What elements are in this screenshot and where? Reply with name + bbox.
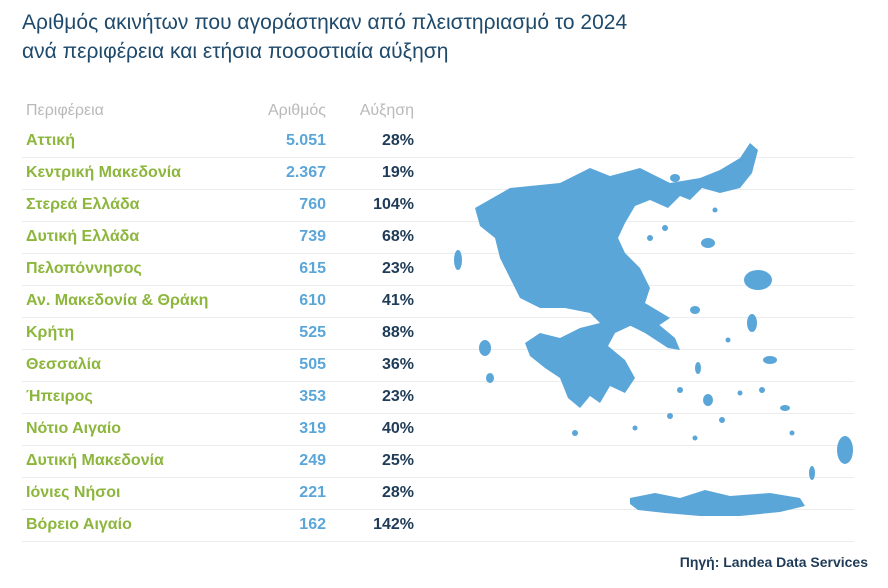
table-row: Αν. Μακεδονία & Θράκη 610 41% [22,286,854,318]
map-evia [610,298,680,350]
row-count: 525 [299,324,326,341]
row-growth: 25% [381,452,414,469]
map-islet [647,235,653,241]
map-islet [719,417,725,423]
map-kos [780,405,790,411]
row-region: Βόρειο Αιγαίο [26,516,132,533]
map-islet [737,390,743,396]
map-corfu [454,250,462,270]
row-count: 162 [299,516,326,533]
row-count: 615 [299,260,326,277]
table-row: Θεσσαλία 505 36% [22,350,854,382]
source-note: Πηγή: Landea Data Services [679,554,868,570]
table-row: Αττική 5.051 28% [22,126,854,158]
table-row: Πελοπόννησος 615 23% [22,254,854,286]
map-lesvos [744,270,772,290]
map-islet [662,225,668,231]
row-growth: 28% [381,484,414,501]
map-rhodes [837,436,853,464]
map-islet [677,387,683,393]
map-islet [759,387,765,393]
row-growth: 40% [381,420,414,437]
row-count: 2.367 [285,164,326,181]
row-growth: 23% [381,260,414,277]
map-islet [789,430,795,436]
row-count: 353 [299,388,326,405]
row-growth: 36% [381,356,414,373]
row-region: Ιόνιες Νήσοι [26,484,121,501]
table-row: Ιόνιες Νήσοι 221 28% [22,478,854,510]
row-count: 5.051 [285,132,326,149]
map-chios [747,314,757,332]
row-growth: 88% [381,324,414,341]
map-islet [632,425,638,431]
row-count: 739 [299,228,326,245]
map-lemnos [701,238,715,248]
map-samos [763,356,777,364]
map-islet [725,337,731,343]
row-region: Δυτική Ελλάδα [26,228,140,245]
map-crete [630,490,805,516]
row-region: Θεσσαλία [26,356,101,373]
header-count: Αριθμός [267,102,326,119]
chart-title: Αριθμός ακινήτων που αγοράστηκαν από πλε… [22,8,627,66]
row-region: Κεντρική Μακεδονία [26,164,182,181]
map-kefalonia [479,340,491,356]
row-region: Αττική [26,132,75,149]
row-count: 505 [299,356,326,373]
row-growth: 104% [373,196,414,213]
table-row: Δυτική Μακεδονία 249 25% [22,446,854,478]
map-islet [667,413,673,419]
row-growth: 41% [381,292,414,309]
table-row: Στερεά Ελλάδα 760 104% [22,190,854,222]
map-karpathos [809,466,815,480]
table-row: Νότιο Αιγαίο 319 40% [22,414,854,446]
map-naxos [703,394,713,406]
table-row: Δυτική Ελλάδα 739 68% [22,222,854,254]
map-skyros [690,306,700,314]
row-region: Νότιο Αιγαίο [26,420,122,437]
row-count: 319 [299,420,326,437]
row-region: Κρήτη [26,324,75,341]
table-header: Περιφέρεια Αριθμός Αύξηση [22,96,854,126]
map-shapes [454,143,853,516]
map-islet [712,207,718,213]
table-row: Βόρειο Αιγαίο 162 142% [22,510,854,542]
row-growth: 142% [373,516,414,533]
data-table: Περιφέρεια Αριθμός Αύξηση Αττική 5.051 28%… [22,96,854,542]
row-count: 760 [299,196,326,213]
table-row: Κεντρική Μακεδονία 2.367 19% [22,158,854,190]
row-region: Ήπειρος [26,388,93,405]
greece-map [454,143,853,516]
row-growth: 68% [381,228,414,245]
row-growth: 23% [381,388,414,405]
map-andros [695,362,701,374]
table-row: Κρήτη 525 88% [22,318,854,350]
row-count: 610 [299,292,326,309]
map-zakynthos [486,373,494,383]
row-count: 221 [299,484,326,501]
map-thasos [670,174,680,182]
title-line-2: ανά περιφέρεια και ετήσια ποσοστιαία αύξ… [22,40,449,63]
title-line-1: Αριθμός ακινήτων που αγοράστηκαν από πλε… [22,11,628,34]
row-region: Δυτική Μακεδονία [26,452,164,469]
row-growth: 28% [381,132,414,149]
row-region: Στερεά Ελλάδα [26,196,140,213]
row-count: 249 [299,452,326,469]
row-region: Πελοπόννησος [26,260,142,277]
header-growth: Αύξηση [359,102,414,119]
table-row: Ήπειρος 353 23% [22,382,854,414]
table-body: Αττική 5.051 28% Κεντρική Μακεδονία 2.367 19%… [22,126,854,542]
map-islet [572,430,578,436]
map-islet [692,435,698,441]
header-region: Περιφέρεια [26,102,104,119]
map-mainland [475,143,758,408]
row-region: Αν. Μακεδονία & Θράκη [26,292,209,309]
row-growth: 19% [381,164,414,181]
